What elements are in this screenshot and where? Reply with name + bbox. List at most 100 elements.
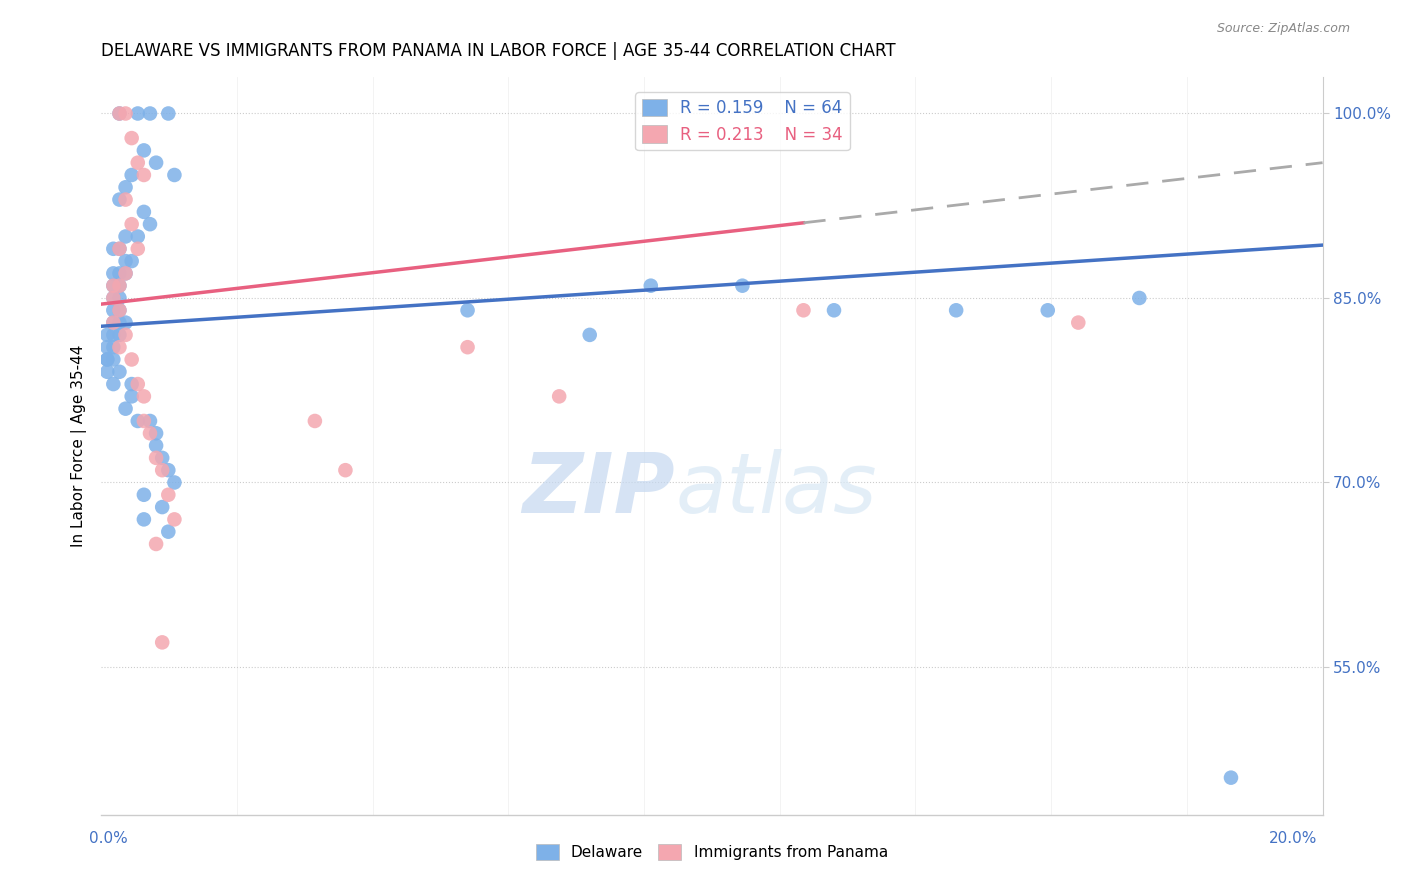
- Point: [127, 155, 149, 169]
- Point: [108, 242, 131, 256]
- Point: [96, 327, 118, 342]
- Point: [163, 168, 186, 182]
- Point: [640, 278, 662, 293]
- Point: [96, 352, 118, 367]
- Point: [108, 340, 131, 354]
- Point: [96, 365, 118, 379]
- Point: [304, 414, 326, 428]
- Point: [114, 401, 136, 416]
- Point: [1128, 291, 1150, 305]
- Point: [150, 463, 173, 477]
- Text: 0.0%: 0.0%: [89, 831, 128, 846]
- Point: [145, 155, 167, 169]
- Point: [132, 144, 155, 158]
- Point: [108, 303, 131, 318]
- Point: [103, 316, 125, 330]
- Point: [792, 303, 814, 318]
- Point: [103, 352, 125, 367]
- Point: [139, 414, 162, 428]
- Point: [150, 450, 173, 465]
- Point: [132, 205, 155, 219]
- Point: [108, 242, 131, 256]
- Point: [121, 217, 143, 231]
- Point: [121, 168, 143, 182]
- Point: [157, 488, 180, 502]
- Point: [114, 266, 136, 280]
- Point: [457, 340, 479, 354]
- Point: [127, 229, 149, 244]
- Point: [578, 327, 600, 342]
- Point: [103, 316, 125, 330]
- Point: [139, 426, 162, 441]
- Point: [145, 450, 167, 465]
- Point: [157, 106, 180, 120]
- Point: [139, 217, 162, 231]
- Point: [145, 426, 167, 441]
- Point: [163, 475, 186, 490]
- Text: 20.0%: 20.0%: [1270, 831, 1317, 846]
- Text: Source: ZipAtlas.com: Source: ZipAtlas.com: [1216, 22, 1350, 36]
- Point: [945, 303, 967, 318]
- Point: [108, 106, 131, 120]
- Point: [132, 389, 155, 403]
- Point: [132, 488, 155, 502]
- Point: [103, 327, 125, 342]
- Legend: R = 0.159    N = 64, R = 0.213    N = 34: R = 0.159 N = 64, R = 0.213 N = 34: [636, 92, 849, 151]
- Point: [103, 303, 125, 318]
- Text: atlas: atlas: [675, 450, 877, 531]
- Point: [1036, 303, 1059, 318]
- Y-axis label: In Labor Force | Age 35-44: In Labor Force | Age 35-44: [72, 344, 87, 547]
- Point: [108, 291, 131, 305]
- Point: [114, 106, 136, 120]
- Point: [121, 254, 143, 268]
- Point: [1067, 316, 1090, 330]
- Point: [335, 463, 357, 477]
- Point: [103, 291, 125, 305]
- Point: [108, 193, 131, 207]
- Point: [114, 316, 136, 330]
- Point: [132, 512, 155, 526]
- Point: [127, 242, 149, 256]
- Point: [108, 303, 131, 318]
- Point: [114, 327, 136, 342]
- Point: [127, 377, 149, 392]
- Point: [103, 291, 125, 305]
- Point: [823, 303, 845, 318]
- Point: [145, 537, 167, 551]
- Point: [96, 340, 118, 354]
- Point: [108, 327, 131, 342]
- Point: [114, 180, 136, 194]
- Point: [114, 254, 136, 268]
- Point: [103, 278, 125, 293]
- Point: [114, 193, 136, 207]
- Point: [121, 377, 143, 392]
- Point: [108, 365, 131, 379]
- Point: [548, 389, 571, 403]
- Point: [127, 414, 149, 428]
- Point: [108, 278, 131, 293]
- Point: [96, 352, 118, 367]
- Point: [108, 278, 131, 293]
- Point: [121, 131, 143, 145]
- Point: [150, 500, 173, 514]
- Point: [1220, 771, 1243, 785]
- Point: [103, 266, 125, 280]
- Point: [103, 377, 125, 392]
- Point: [139, 106, 162, 120]
- Point: [114, 229, 136, 244]
- Point: [150, 635, 173, 649]
- Point: [121, 352, 143, 367]
- Point: [163, 512, 186, 526]
- Point: [157, 524, 180, 539]
- Point: [731, 278, 754, 293]
- Point: [132, 168, 155, 182]
- Point: [121, 389, 143, 403]
- Point: [103, 340, 125, 354]
- Point: [114, 266, 136, 280]
- Point: [103, 242, 125, 256]
- Point: [127, 106, 149, 120]
- Text: DELAWARE VS IMMIGRANTS FROM PANAMA IN LABOR FORCE | AGE 35-44 CORRELATION CHART: DELAWARE VS IMMIGRANTS FROM PANAMA IN LA…: [101, 42, 896, 60]
- Point: [108, 266, 131, 280]
- Text: ZIP: ZIP: [523, 450, 675, 531]
- Point: [108, 106, 131, 120]
